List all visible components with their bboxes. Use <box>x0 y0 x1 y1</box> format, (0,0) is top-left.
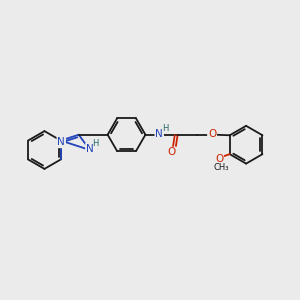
Text: CH₃: CH₃ <box>214 163 229 172</box>
Text: N: N <box>155 129 163 139</box>
Text: H: H <box>162 124 169 133</box>
Text: O: O <box>208 129 216 139</box>
Text: H: H <box>92 139 99 148</box>
Text: O: O <box>215 154 223 164</box>
Text: N: N <box>86 144 94 154</box>
Text: O: O <box>168 148 176 158</box>
Text: N: N <box>57 137 65 147</box>
